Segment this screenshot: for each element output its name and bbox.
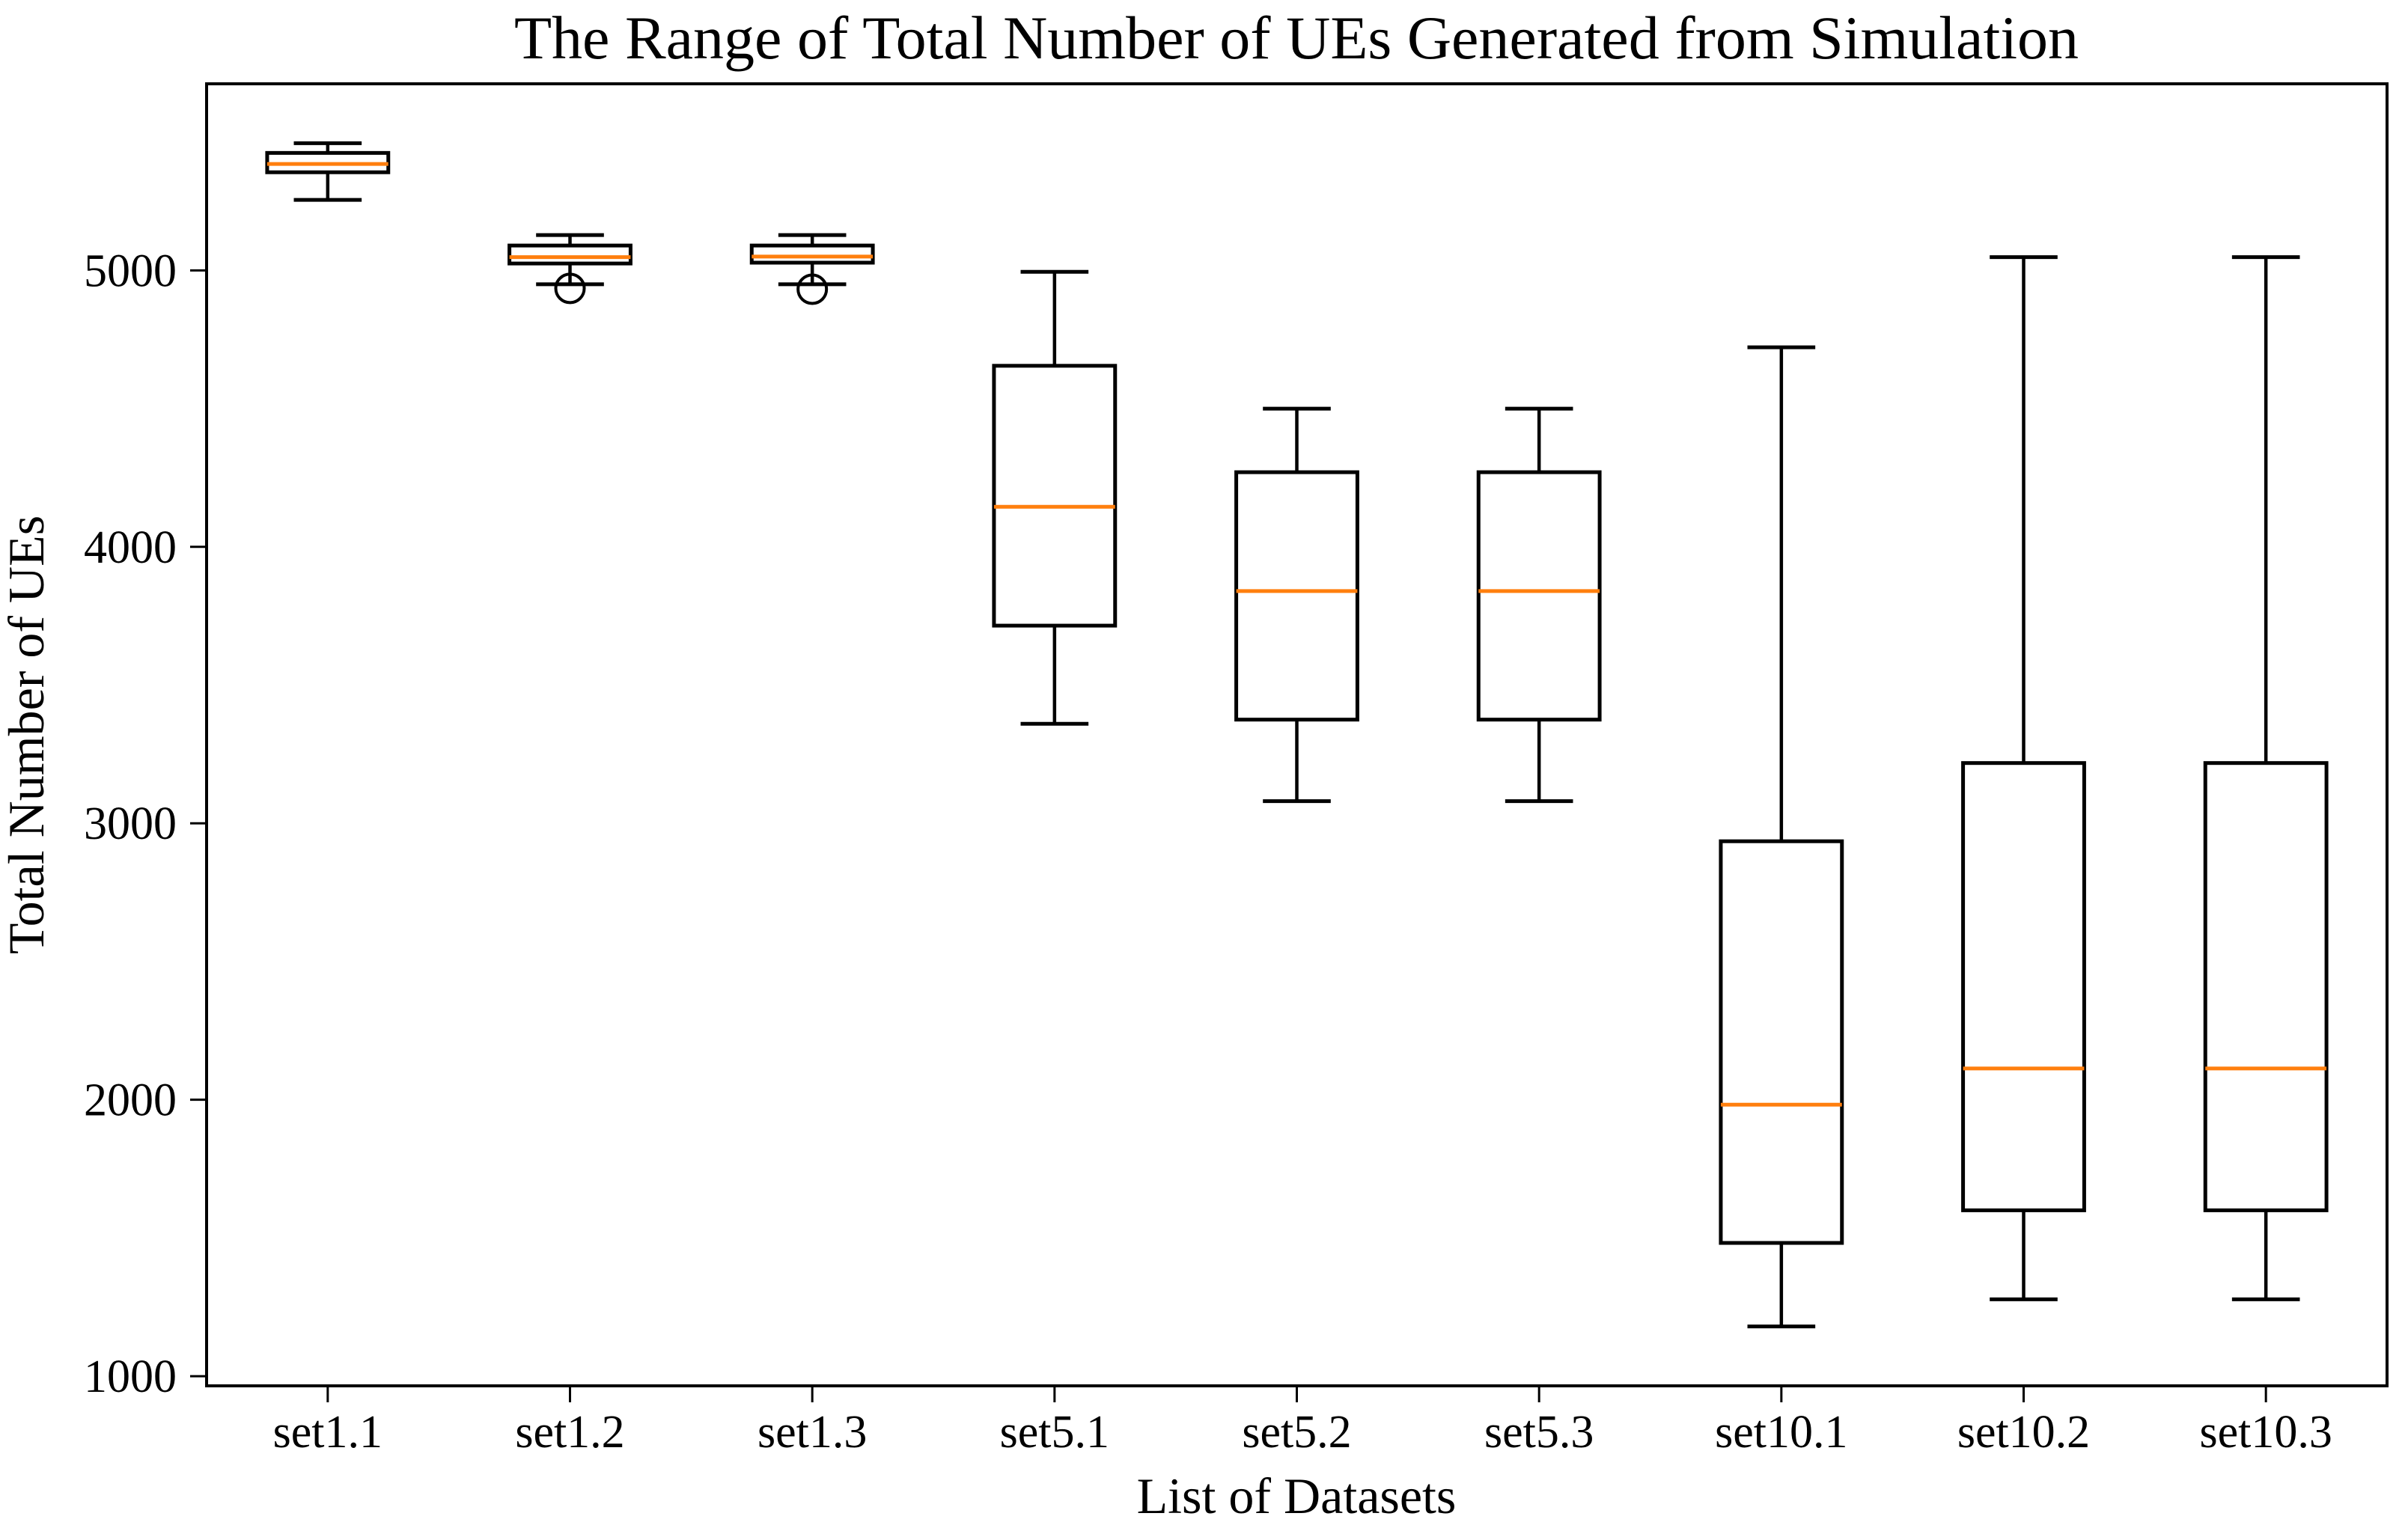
box-set5.1 [992,364,1118,628]
plot-area: 1000 2000 3000 4000 5000 set1.1 set1.2 set1.3 se… [84,82,2389,1458]
box-set10.2 [1961,761,2086,1212]
x-tick-label: set5.1 [1000,1407,1109,1458]
box-set10.1 [1719,839,1844,1245]
y-axis-label: Total Number of UEs [0,516,55,954]
x-tick-label: set10.3 [2199,1407,2332,1458]
x-tick-label: set1.1 [273,1407,382,1458]
box-set1.3 [749,243,875,265]
chart-title: The Range of Total Number of UEs Generat… [514,4,2079,72]
box-set5.2 [1234,470,1359,722]
x-tick-label: set1.2 [515,1407,624,1458]
box-set1.2 [507,243,633,266]
y-tick-label: 5000 [84,245,177,296]
x-tick-label: set1.3 [758,1407,867,1458]
x-tick-label: set5.3 [1484,1407,1594,1458]
flier-set1.3 [796,273,829,305]
y-tick-label: 4000 [84,522,177,573]
flier-set1.2 [554,272,586,305]
y-tick-label: 1000 [84,1351,177,1402]
x-axis-label: List of Datasets [1137,1467,1457,1524]
x-tick-label: set10.2 [1957,1407,2090,1458]
y-tick-label: 2000 [84,1075,177,1126]
x-tick-label: set10.1 [1715,1407,1847,1458]
box-set5.3 [1476,470,1602,722]
x-tick-label: set5.2 [1242,1407,1351,1458]
y-tick-label: 3000 [84,798,177,849]
box-set10.3 [2203,761,2329,1212]
